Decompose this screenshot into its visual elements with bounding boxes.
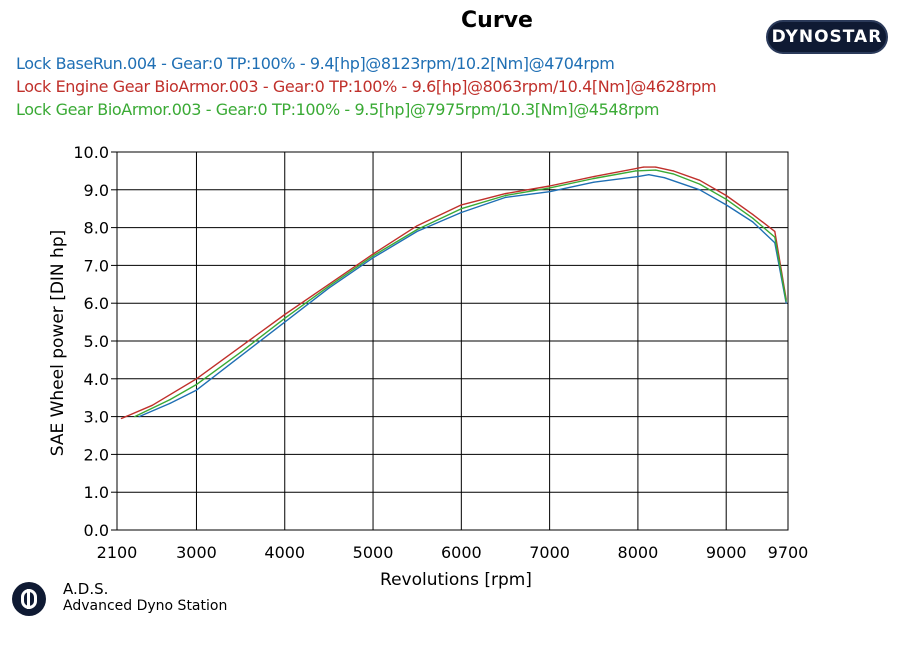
legend-entry-engine-gear-bioarmor: Lock Engine Gear BioArmor.003 - Gear:0 T… [16,77,717,96]
legend-entry-baserun: Lock BaseRun.004 - Gear:0 TP:100% - 9.4[… [16,54,615,73]
y-tick-label: 10.0 [73,143,109,162]
series-3-point [240,351,242,353]
x-tick-label: 8000 [618,543,659,562]
series-1-point [663,177,666,179]
series-1-point [372,257,374,259]
x-tick-label: 2100 [97,543,138,562]
series-3-point [635,170,637,172]
series-2-point [593,176,595,178]
series-2-point [752,213,754,215]
x-tick-label: 4000 [264,543,305,562]
series-line-2 [121,166,787,420]
series-1-point [549,191,551,193]
series-2-point [774,230,776,232]
series-2-point [655,166,657,168]
series-3-point [593,177,595,180]
series-1-point [785,302,787,304]
series-3-point [774,236,776,238]
y-tick-label: 3.0 [84,408,109,427]
series-2-point [504,193,507,195]
y-tick-label: 0.0 [84,521,109,540]
series-1-point [240,355,242,357]
series-1-point [637,176,639,178]
series-2-point [549,185,551,187]
series-3-point [549,187,551,189]
series-3-point [372,255,374,257]
series-3-point [328,285,330,287]
tick-label-layer: 0.0 1.0 2.0 3.0 4.0 5.0 6.0 7.0 8.0 9.0 10.0 2100 30… [73,143,808,562]
x-tick-label: 6000 [441,543,482,562]
series-layer [120,166,787,420]
y-tick-label: 7.0 [84,256,109,275]
x-tick-label: 5000 [353,543,394,562]
series-1-point [195,389,198,391]
series-2-point [328,283,330,285]
series-1-point [460,211,462,214]
x-tick-label: 9000 [706,543,747,562]
series-2-point [642,166,645,168]
series-1-point [416,230,418,232]
series-2-point [699,179,701,181]
y-tick-label: 2.0 [84,445,109,464]
series-3-point [134,416,136,418]
footer-company-subtitle: Advanced Dyno Station [63,598,228,614]
series-2-point [460,204,462,206]
y-tick-label: 4.0 [84,370,109,389]
series-1-point [328,287,330,289]
y-tick-label: 6.0 [84,294,109,313]
series-line-3 [134,169,787,418]
series-2-point [416,225,418,227]
x-tick-label: 3000 [176,543,217,562]
series-2-point [195,378,198,380]
series-line-1 [138,173,787,418]
legend-entry-gear-bioarmor: Lock Gear BioArmor.003 - Gear:0 TP:100% … [16,100,660,119]
dynostar-logo: DYNOSTAR [766,20,888,54]
series-3-point [699,183,701,185]
series-1-point [504,196,507,198]
ads-logo-icon [12,582,46,616]
series-1-point [648,174,650,176]
series-3-point [785,300,787,302]
series-2-point [120,417,122,420]
chart-title: Curve [461,8,533,33]
series-3-point [504,194,507,197]
series-2-point [725,194,727,197]
footer-company-name: A.D.S. [63,580,109,598]
series-3-point [672,173,674,175]
series-2-point [151,404,153,406]
series-1-point [593,181,595,183]
series-3-point [460,208,462,210]
series-3-point [725,198,727,200]
x-axis-label: Revolutions [rpm] [380,570,532,590]
series-3-point [195,383,198,386]
series-1-point [284,321,286,323]
x-tick-label: 9700 [768,543,809,562]
dynostar-logo-text: DYNOSTAR [771,27,883,47]
series-2-point [284,313,286,316]
x-tick-label: 7000 [529,543,570,562]
series-1-point [138,416,140,418]
y-tick-label: 9.0 [84,181,109,200]
series-1-point [699,189,701,191]
series-1-point [725,204,727,206]
series-3-point [284,317,286,319]
series-3-point [169,399,171,401]
series-1-point [752,221,754,223]
legend: Lock BaseRun.004 - Gear:0 TP:100% - 9.4[… [16,52,717,121]
series-3-point [416,228,418,231]
series-3-point [655,169,657,171]
series-2-point [240,346,242,348]
y-tick-label: 5.0 [84,332,109,351]
series-2-point [372,253,374,255]
plot-frame [116,151,789,531]
series-3-point [752,217,754,219]
y-axis-label: SAE Wheel power [DIN hp] [48,229,68,457]
series-1-point [169,402,171,404]
y-tick-label: 8.0 [84,219,109,238]
series-2-point [672,170,674,172]
y-tick-label: 1.0 [84,483,109,502]
axes-layer [111,151,789,531]
